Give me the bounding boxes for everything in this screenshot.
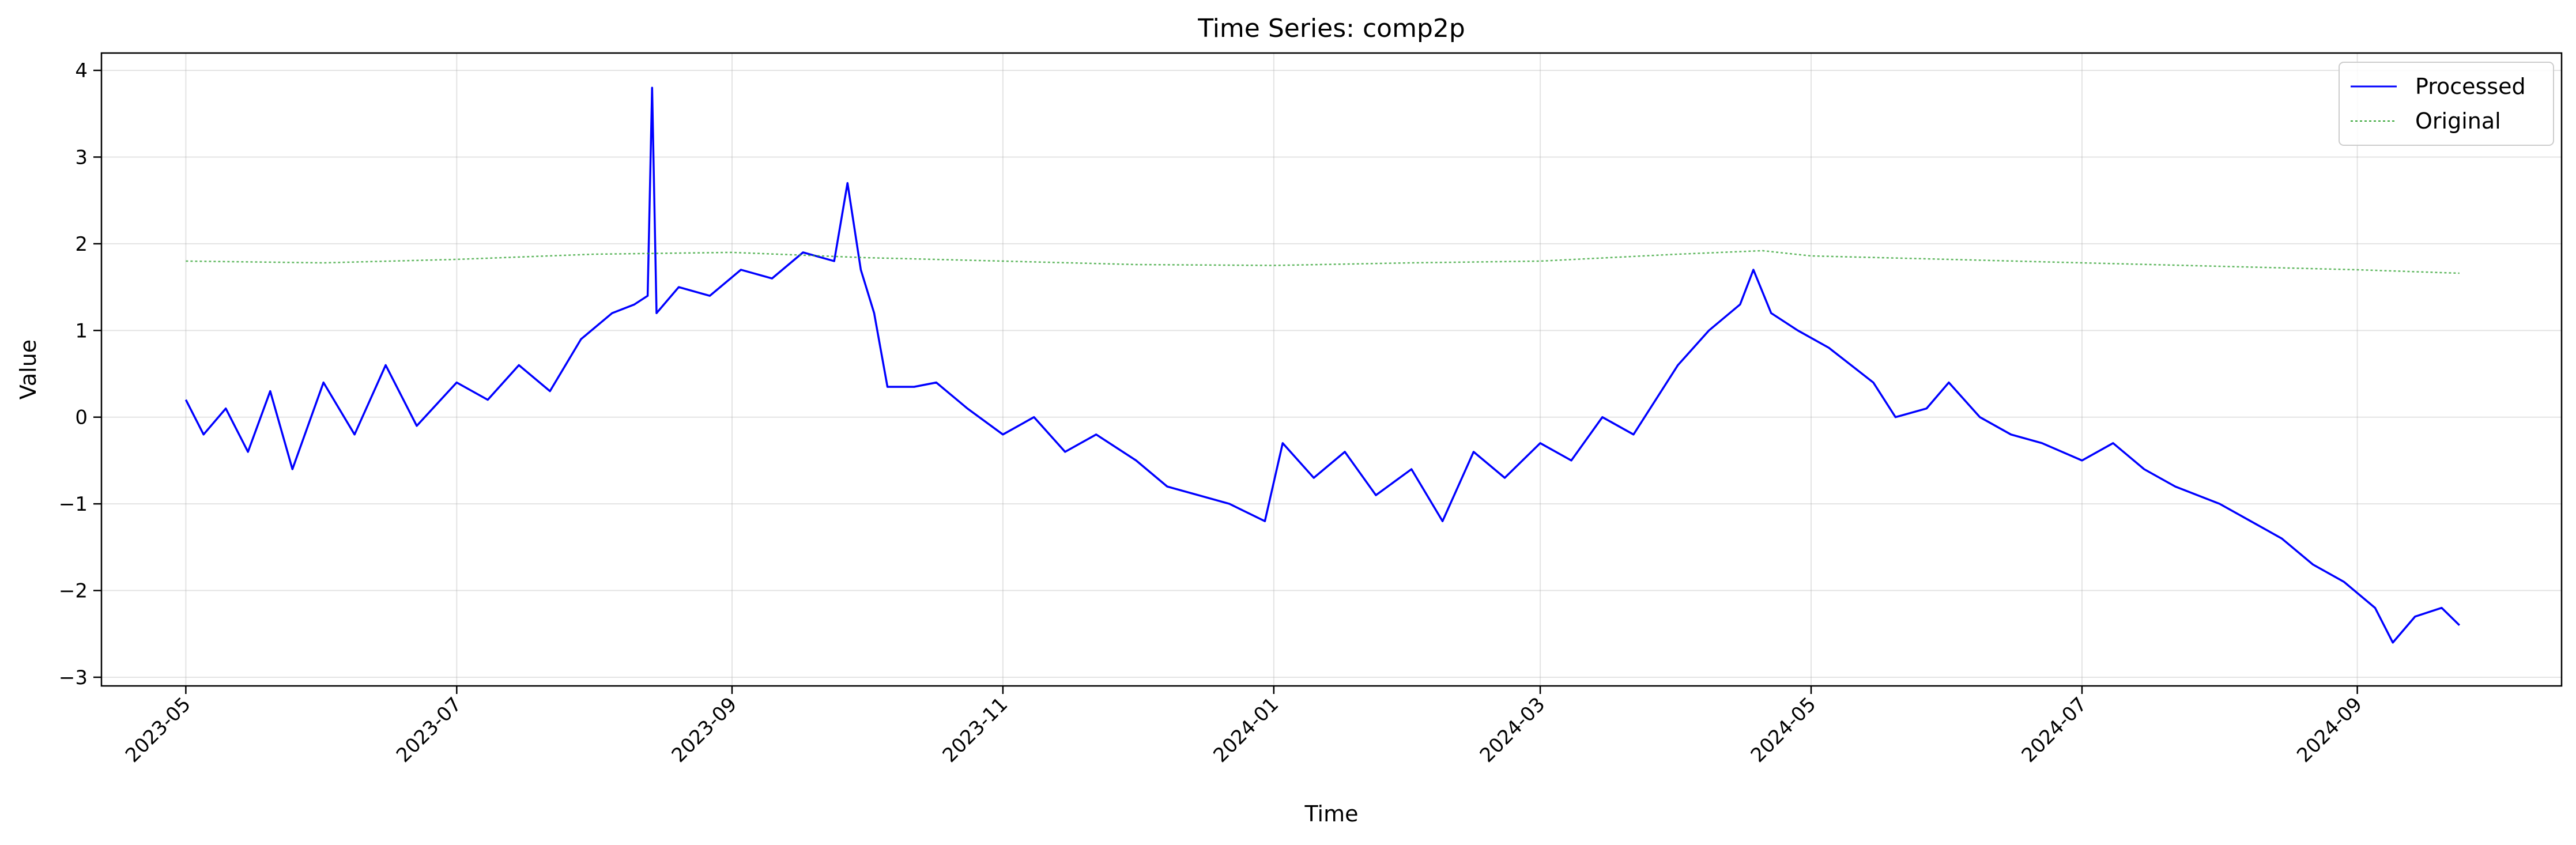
- x-tick-label: 2023-07: [392, 693, 466, 767]
- legend-box: [2339, 62, 2554, 146]
- x-axis: 2023-05 2023-07 2023-09 2023-11 2024-01 2024-…: [121, 686, 2367, 767]
- y-axis: −3 −2 −1 0 1 2 3 4: [59, 59, 101, 689]
- series-line-processed: [184, 86, 2461, 644]
- x-tick-label: 2024-05: [1747, 693, 1821, 767]
- x-tick-label: 2024-03: [1476, 693, 1550, 767]
- x-tick-label: 2024-09: [2292, 693, 2367, 767]
- x-axis-label: Time: [1304, 801, 1359, 827]
- x-tick-label: 2023-05: [121, 693, 195, 767]
- y-tick-label: 1: [75, 319, 88, 342]
- y-tick-label: −2: [59, 580, 88, 603]
- legend-label-processed: Processed: [2415, 74, 2526, 99]
- y-tick-label: −3: [59, 666, 88, 689]
- plot-area: [100, 52, 2563, 687]
- y-tick-label: 2: [75, 233, 88, 256]
- legend-label-original: Original: [2415, 108, 2501, 134]
- series-line-original: [186, 250, 2460, 274]
- y-tick-label: −1: [59, 493, 88, 516]
- legend: Processed Original: [2339, 62, 2554, 146]
- series-layer: [184, 86, 2461, 644]
- y-axis-label: Value: [16, 339, 41, 399]
- y-tick-label: 3: [75, 146, 88, 169]
- x-tick-label: 2024-01: [1209, 693, 1283, 767]
- y-tick-label: 4: [75, 59, 88, 82]
- chart-title: Time Series: comp2p: [1197, 14, 1465, 43]
- x-tick-label: 2023-09: [667, 693, 742, 767]
- x-tick-label: 2023-11: [938, 693, 1013, 767]
- grid: [101, 53, 2562, 686]
- y-tick-label: 0: [75, 406, 88, 429]
- x-tick-label: 2024-07: [2017, 693, 2092, 767]
